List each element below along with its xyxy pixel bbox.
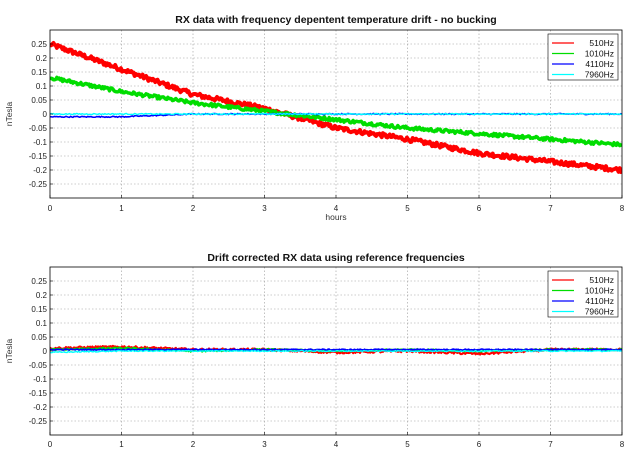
x-tick-label: 2 [191,204,196,213]
x-tick-label: 8 [620,440,625,449]
y-axis-label: nTesla [4,338,14,363]
series-line-4110Hz [50,348,622,351]
x-tick-label: 2 [191,440,196,449]
x-tick-label: 5 [405,440,410,449]
y-tick-label: 0.1 [36,82,48,91]
x-tick-label: 8 [620,204,625,213]
x-tick-label: 3 [262,204,267,213]
y-tick-label: 0.15 [31,68,47,77]
legend-label-4110Hz: 4110Hz [585,296,614,306]
y-tick-label: -0.15 [29,152,48,161]
x-tick-label: 0 [48,204,53,213]
legend-label-7960Hz: 7960Hz [585,307,614,317]
y-tick-label: -0.15 [29,389,48,398]
legend-label-1010Hz: 1010Hz [585,49,614,59]
series-group [50,40,622,175]
legend-box [547,270,619,318]
y-tick-label: -0.25 [29,417,48,426]
legend-label-1010Hz: 1010Hz [585,286,614,296]
y-tick-label: -0.1 [33,375,47,384]
series-line-7960Hz [50,349,622,354]
series-group [50,344,622,356]
x-tick-label: 5 [405,204,410,213]
chart-panel-2: Drift corrected RX data using reference … [4,252,625,449]
series-line-1010Hz [50,75,622,148]
y-tick-label: 0 [43,110,48,119]
y-tick-label: 0.2 [36,291,48,300]
legend-label-4110Hz: 4110Hz [585,59,614,69]
legend-label-510Hz: 510Hz [589,38,614,48]
legend-label-7960Hz: 7960Hz [585,70,614,80]
y-tick-label: 0.25 [31,277,47,286]
y-tick-label: 0.1 [36,319,48,328]
x-tick-label: 3 [262,440,267,449]
series-line-7960Hz [50,112,622,116]
legend-label-510Hz: 510Hz [589,275,614,285]
legend-box [547,33,619,81]
y-tick-label: -0.2 [33,403,47,412]
y-tick-label: 0.15 [31,305,47,314]
x-tick-label: 7 [548,204,553,213]
x-tick-label: 4 [334,440,339,449]
x-axis-label: hours [325,212,346,222]
y-tick-label: 0 [43,347,48,356]
y-tick-label: -0.1 [33,138,47,147]
chart-title: Drift corrected RX data using reference … [207,252,464,264]
chart-panel-1: RX data with frequency depentent tempera… [4,14,625,222]
x-tick-label: 6 [477,204,482,213]
y-tick-label: -0.05 [29,361,48,370]
y-tick-label: 0.25 [31,40,47,49]
y-axis-label: nTesla [4,101,14,126]
x-tick-label: 4 [334,204,339,213]
y-tick-label: -0.05 [29,124,48,133]
x-tick-label: 7 [548,440,553,449]
x-tick-label: 6 [477,440,482,449]
y-tick-label: -0.25 [29,180,48,189]
series-line-510Hz [50,40,622,175]
chart-title: RX data with frequency depentent tempera… [175,14,496,26]
y-tick-label: 0.05 [31,96,47,105]
x-tick-label: 0 [48,440,53,449]
y-tick-label: 0.05 [31,333,47,342]
x-tick-label: 1 [119,440,124,449]
y-tick-label: -0.2 [33,166,47,175]
x-tick-label: 1 [119,204,124,213]
y-tick-label: 0.2 [36,54,48,63]
